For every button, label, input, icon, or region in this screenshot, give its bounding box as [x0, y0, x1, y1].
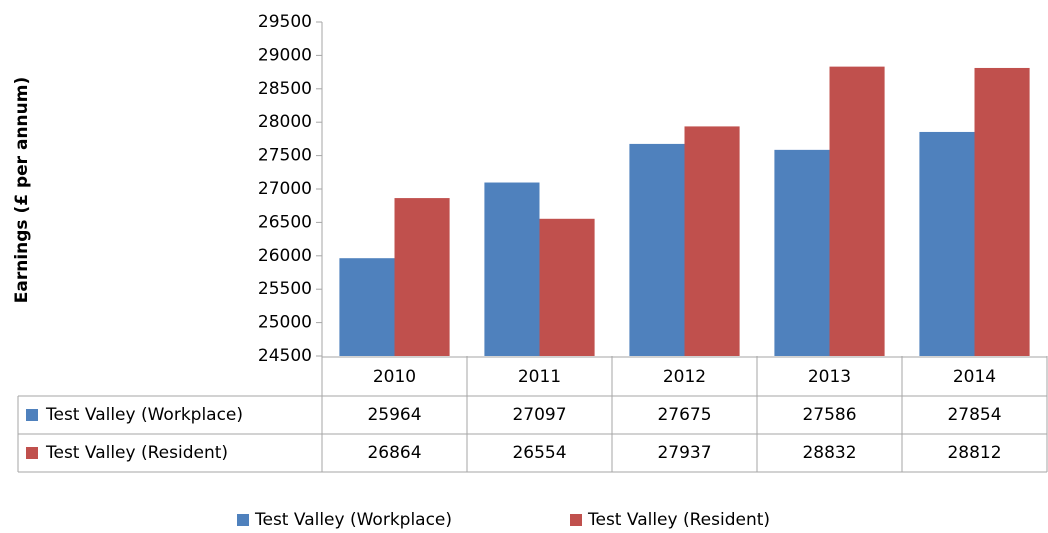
y-tick-label: 28500 [258, 79, 312, 99]
y-axis-label: Earnings (£ per annum) [12, 77, 32, 304]
table-series-label: Test Valley (Resident) [45, 443, 228, 463]
bar [484, 182, 540, 356]
bar [394, 198, 450, 356]
y-tick-label: 28000 [258, 112, 312, 132]
table-value: 27675 [657, 405, 711, 425]
table-value: 27854 [947, 405, 1001, 425]
bar [919, 131, 975, 356]
legend-swatch [237, 514, 249, 526]
y-tick-label: 24500 [258, 346, 312, 366]
bar [974, 67, 1030, 356]
x-tick-label: 2011 [518, 367, 561, 387]
bar [684, 126, 740, 356]
y-tick-label: 26500 [258, 212, 312, 232]
bar [774, 149, 830, 356]
x-tick-label: 2010 [373, 367, 416, 387]
y-tick-label: 26000 [258, 246, 312, 266]
y-tick-label: 29500 [258, 12, 312, 32]
bar [629, 143, 685, 356]
legend-swatch [570, 514, 582, 526]
x-tick-label: 2012 [663, 367, 706, 387]
legend-label: Test Valley (Resident) [587, 510, 770, 530]
y-tick-label: 25500 [258, 279, 312, 299]
bar [829, 66, 885, 356]
table-legend-swatch [26, 447, 38, 459]
x-tick-label: 2013 [808, 367, 851, 387]
table-legend-swatch [26, 409, 38, 421]
y-tick-label: 29000 [258, 45, 312, 65]
table-value: 27937 [657, 443, 711, 463]
y-tick-label: 25000 [258, 313, 312, 333]
table-series-label: Test Valley (Workplace) [45, 405, 243, 425]
table-value: 28832 [802, 443, 856, 463]
x-tick-label: 2014 [953, 367, 996, 387]
y-tick-label: 27000 [258, 179, 312, 199]
legend-label: Test Valley (Workplace) [254, 510, 452, 530]
table-value: 26554 [512, 443, 566, 463]
table-value: 28812 [947, 443, 1001, 463]
table-value: 27586 [802, 405, 856, 425]
bar [539, 218, 595, 356]
y-tick-label: 27500 [258, 146, 312, 166]
table-value: 27097 [512, 405, 566, 425]
bar [339, 258, 395, 356]
table-value: 25964 [367, 405, 421, 425]
table-value: 26864 [367, 443, 421, 463]
